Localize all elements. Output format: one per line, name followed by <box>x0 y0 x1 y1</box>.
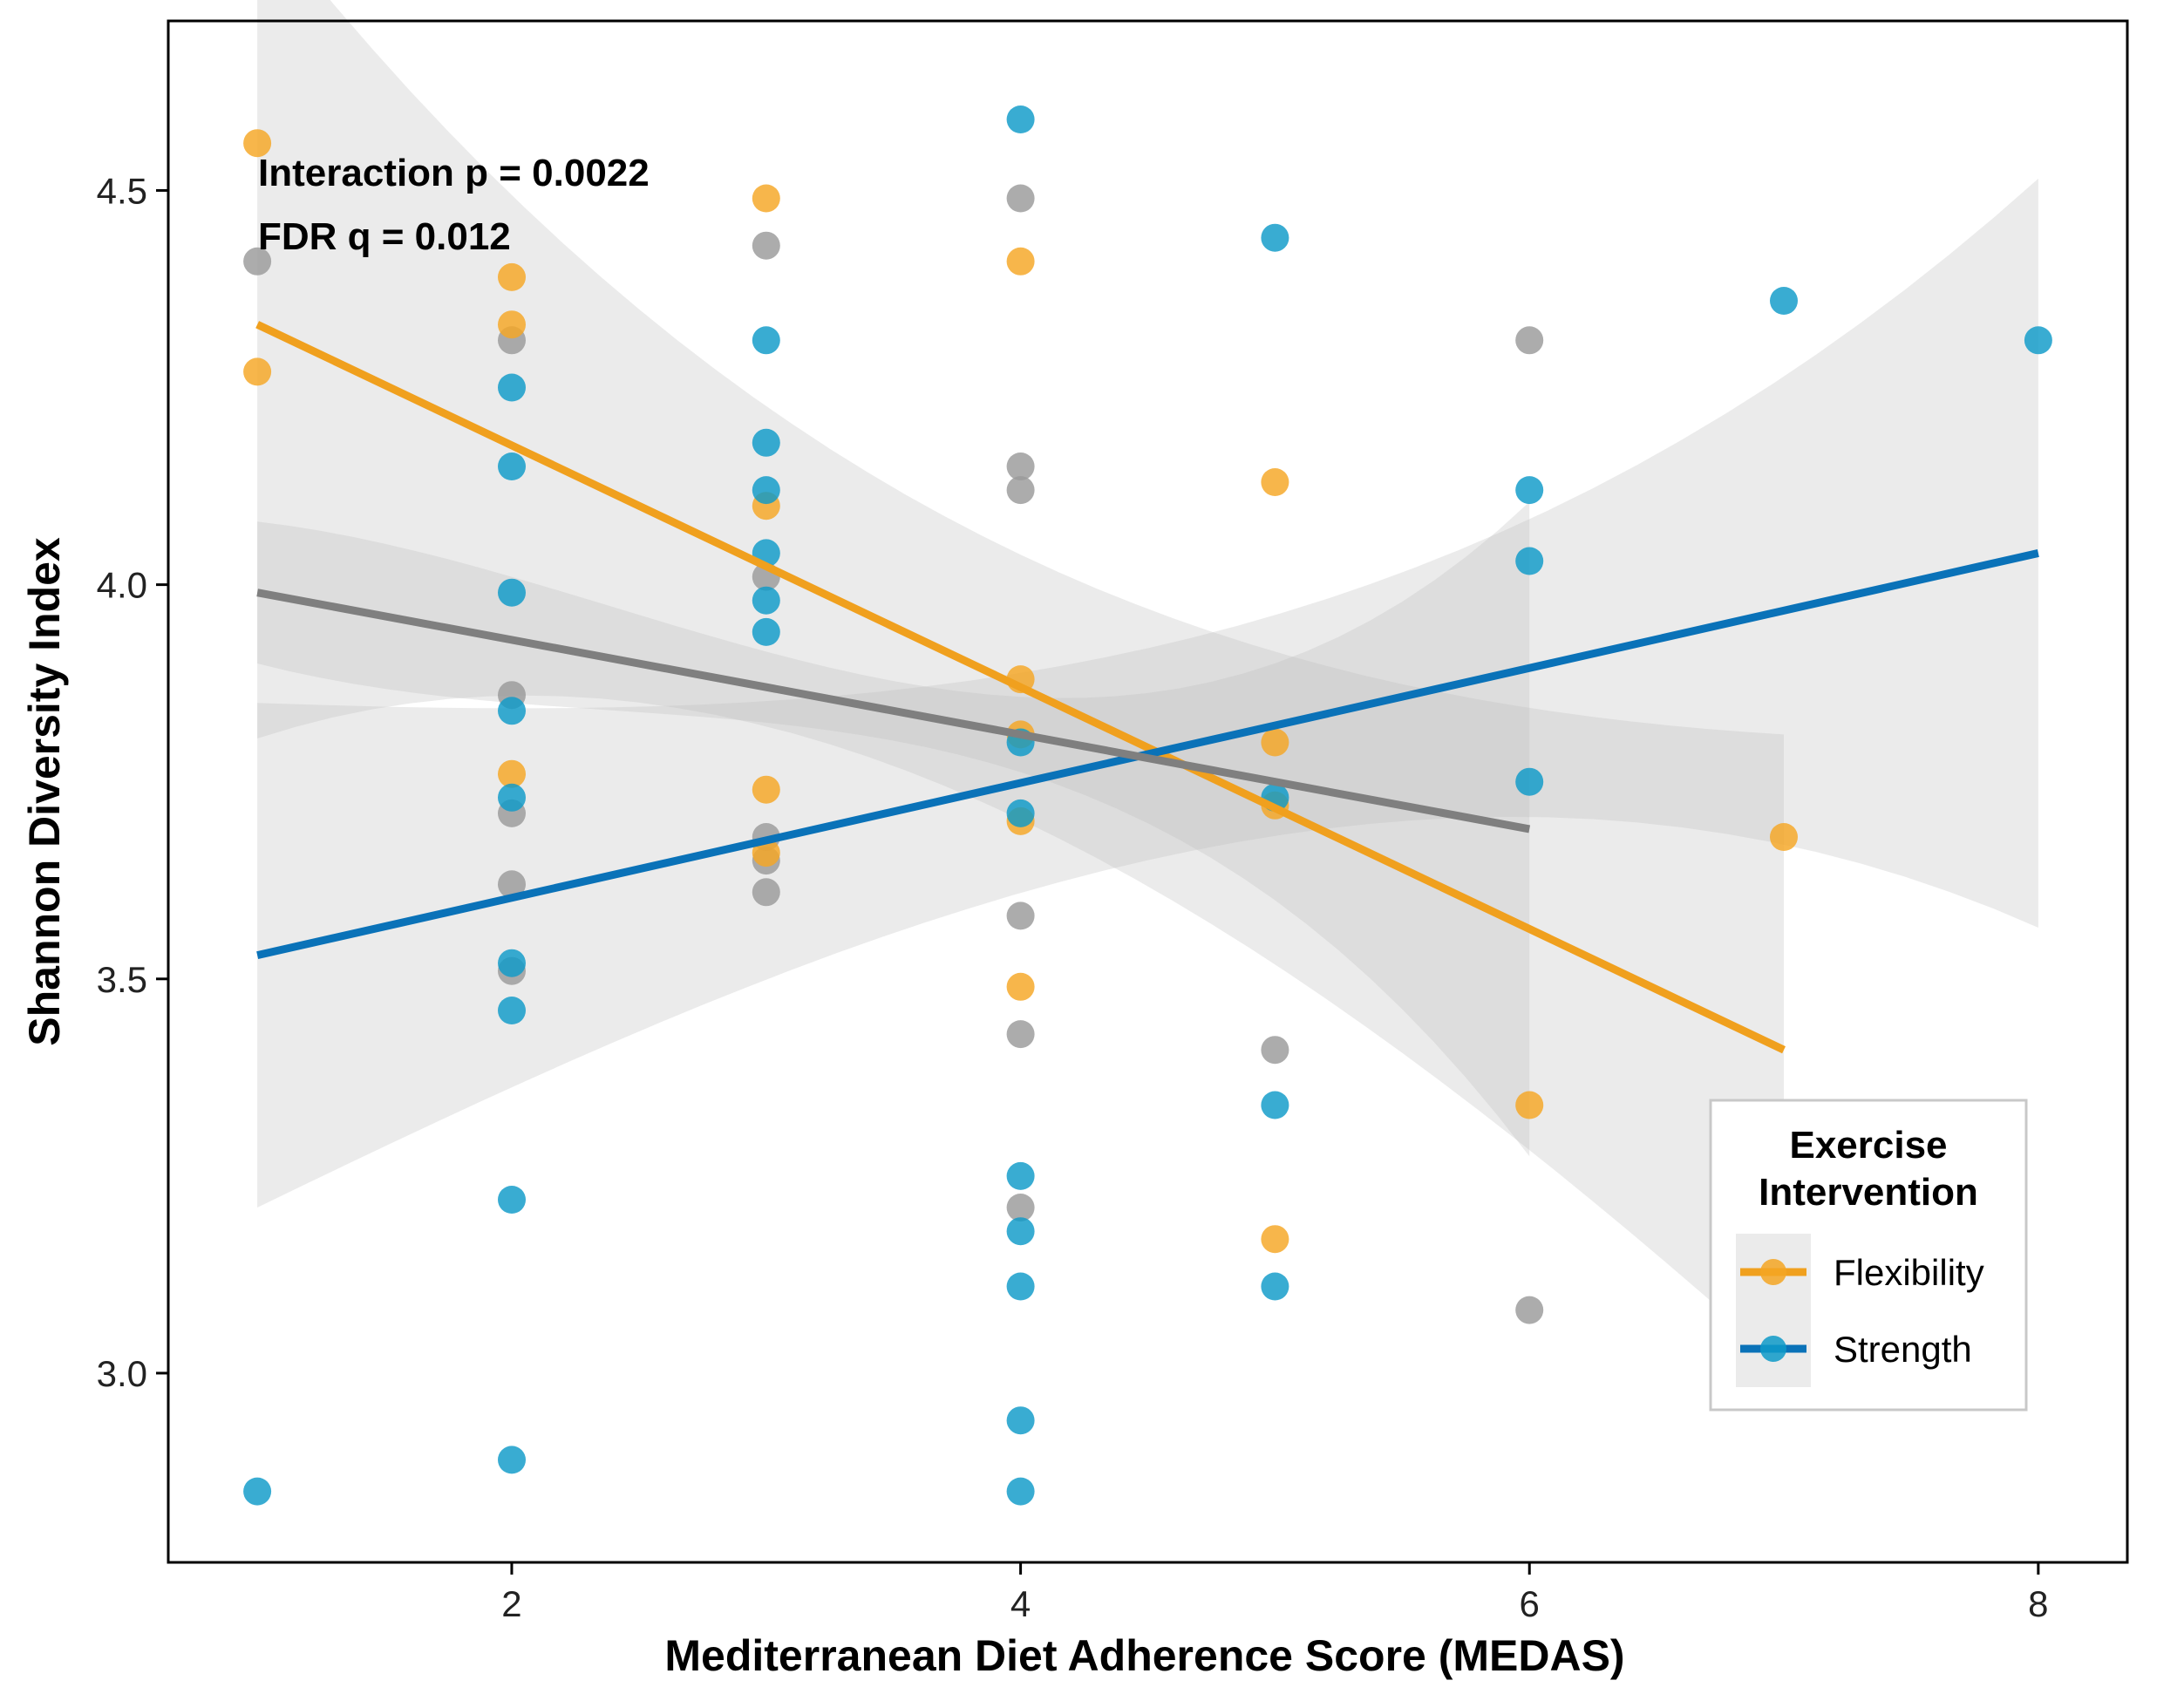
point-flexibility <box>243 357 272 386</box>
x-tick-label: 4 <box>1010 1583 1031 1624</box>
point-strength <box>498 949 526 977</box>
ci-band-other <box>257 501 1530 1157</box>
y-axis-title: Shannon Diversity Index <box>20 537 69 1046</box>
point-strength <box>1006 1161 1035 1190</box>
point-strength <box>498 783 526 812</box>
y-tick-label: 4.5 <box>97 170 147 211</box>
point-strength <box>1261 1272 1289 1301</box>
point-strength <box>498 697 526 725</box>
point-strength <box>1515 476 1544 505</box>
point-strength <box>1006 1477 1035 1506</box>
legend-title-line1: Exercise <box>1789 1124 1947 1167</box>
point-strength <box>1770 287 1798 315</box>
point-flexibility <box>498 310 526 339</box>
point-strength <box>1515 547 1544 575</box>
fdr-q-annotation: FDR q = 0.012 <box>258 215 511 258</box>
x-tick-label: 6 <box>1520 1583 1540 1624</box>
point-strength <box>1006 1406 1035 1435</box>
axes: 2 4 6 8 3.0 3.5 4.0 4.5 <box>97 19 2129 1624</box>
x-tick-label: 2 <box>501 1583 521 1624</box>
point-strength <box>1006 1217 1035 1246</box>
point-strength <box>1006 105 1035 133</box>
point-strength <box>498 1446 526 1474</box>
point-strength <box>752 586 780 615</box>
legend-label-flexibility: Flexibility <box>1834 1252 1984 1293</box>
y-tick-label: 3.0 <box>97 1353 147 1394</box>
point-strength <box>243 1477 272 1506</box>
point-flexibility <box>498 759 526 788</box>
x-axis-title: Mediterranean Diet Adherence Score (MEDA… <box>664 1631 1624 1680</box>
point-flexibility <box>1261 468 1289 496</box>
point-other <box>1006 902 1035 930</box>
fit-line-flexibility <box>255 321 1786 1054</box>
point-flexibility <box>1006 247 1035 276</box>
point-strength <box>1261 223 1289 252</box>
point-strength <box>1515 767 1544 796</box>
point-other <box>243 247 272 276</box>
ci-band-strength <box>257 178 2038 1208</box>
point-other <box>1006 1194 1035 1221</box>
point-other <box>1515 326 1544 355</box>
legend-strength-marker <box>1760 1336 1786 1362</box>
point-other <box>752 231 780 260</box>
legend: Exercise Intervention Flexibility Streng… <box>1709 1099 2028 1412</box>
point-strength <box>498 452 526 480</box>
point-other <box>1261 1036 1289 1065</box>
point-strength <box>752 617 780 646</box>
y-tick-label: 3.5 <box>97 959 147 1000</box>
point-flexibility <box>243 129 272 158</box>
point-other <box>1006 476 1035 505</box>
annotations: Interaction p = 0.0022 FDR q = 0.012 <box>258 152 650 258</box>
plot-frame <box>167 19 2129 1564</box>
point-other <box>752 878 780 907</box>
point-strength <box>1006 1272 1035 1301</box>
point-strength <box>752 428 780 457</box>
fit-line-other <box>256 589 1531 833</box>
point-strength <box>498 1186 526 1214</box>
legend-label-strength: Strength <box>1834 1329 1972 1370</box>
point-flexibility <box>752 184 780 213</box>
data-points <box>243 105 2052 1506</box>
point-flexibility <box>1006 972 1035 1001</box>
point-flexibility <box>1261 728 1289 757</box>
interaction-p-annotation: Interaction p = 0.0022 <box>258 152 650 194</box>
regression-lines <box>255 321 2039 1054</box>
point-flexibility <box>1770 823 1798 851</box>
point-strength <box>498 373 526 402</box>
point-other <box>1006 1020 1035 1049</box>
x-tick-label: 8 <box>2028 1583 2048 1624</box>
point-strength <box>752 326 780 355</box>
point-strength <box>498 578 526 607</box>
point-strength <box>752 476 780 505</box>
legend-flexibility-marker <box>1760 1259 1786 1285</box>
point-other <box>1006 184 1035 213</box>
point-flexibility <box>1515 1091 1544 1119</box>
point-other <box>1515 1296 1544 1324</box>
point-flexibility <box>752 775 780 804</box>
point-flexibility <box>498 262 526 291</box>
point-strength <box>1006 799 1035 827</box>
point-strength <box>498 997 526 1024</box>
point-strength <box>1261 1091 1289 1119</box>
point-flexibility <box>1261 1225 1289 1254</box>
point-other <box>498 870 526 899</box>
legend-title-line2: Intervention <box>1759 1171 1978 1214</box>
point-strength <box>2024 326 2052 355</box>
point-other <box>1006 452 1035 480</box>
y-tick-label: 4.0 <box>97 565 147 606</box>
